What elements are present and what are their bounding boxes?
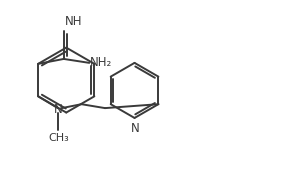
Text: CH₃: CH₃ bbox=[49, 133, 69, 143]
Text: NH₂: NH₂ bbox=[90, 56, 112, 69]
Text: N: N bbox=[53, 103, 62, 116]
Text: N: N bbox=[131, 122, 140, 135]
Text: NH: NH bbox=[65, 15, 82, 28]
